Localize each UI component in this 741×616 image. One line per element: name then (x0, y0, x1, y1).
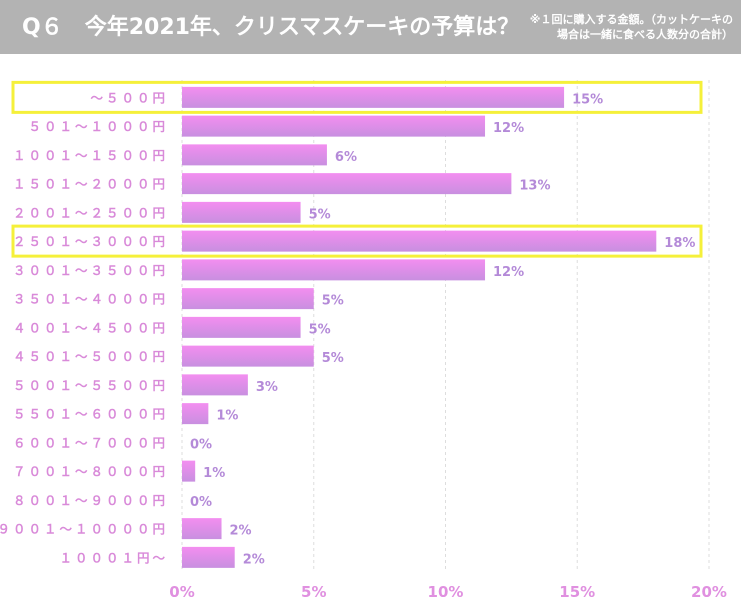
category-label: １００１～１５００円 (13, 148, 168, 163)
chart-note: ※１回に購入する金額。（カットケーキの 場合は一緒に食べる人数分の合計） (503, 12, 733, 42)
highlight-box (11, 224, 703, 258)
header-banner: Q６ 今年2021年、クリスマスケーキの予算は？ ※１回に購入する金額。（カット… (0, 0, 741, 54)
x-tick-label: 0% (169, 583, 194, 601)
bar (182, 374, 248, 396)
highlight-box (11, 80, 703, 114)
x-tick-label: 5% (301, 583, 326, 601)
bar (182, 345, 314, 367)
data-label: 5% (322, 294, 344, 309)
bar (182, 316, 301, 338)
category-label: ３５０１～４０００円 (13, 292, 168, 307)
data-label: 1% (203, 466, 225, 481)
data-label: 18% (664, 236, 695, 251)
category-label: ２５０１～３０００円 (13, 234, 168, 249)
data-label: 0% (190, 495, 212, 510)
bar (182, 259, 486, 281)
bar (182, 546, 235, 568)
data-label: 12% (493, 265, 524, 280)
data-label: 5% (309, 207, 331, 222)
category-label: ６００１～７０００円 (13, 435, 168, 450)
bar (182, 460, 196, 482)
x-tick-label: 15% (559, 583, 595, 601)
category-label: ４５０１～５０００円 (13, 349, 168, 364)
data-label: 12% (493, 121, 524, 136)
note-line-2: 場合は一緒に食べる人数分の合計） (557, 28, 733, 41)
data-label: 6% (335, 150, 357, 165)
chart-title: Q６ 今年2021年、クリスマスケーキの予算は？ (22, 15, 520, 40)
category-label: １０００１円～ (59, 550, 168, 565)
x-tick-label: 20% (691, 583, 727, 601)
category-label: ９００１～１００００円 (0, 522, 168, 537)
data-label: 3% (256, 380, 278, 395)
category-label: ３００１～３５００円 (13, 263, 168, 278)
data-label: 15% (572, 92, 603, 107)
bar (182, 518, 222, 540)
bar (182, 86, 565, 108)
category-label: ～５００円 (90, 90, 168, 105)
bar (182, 173, 512, 195)
bar (182, 230, 657, 252)
x-tick-label: 10% (428, 583, 464, 601)
data-label: 1% (216, 409, 238, 424)
category-label: ２００１～２５００円 (13, 205, 168, 220)
data-label: 5% (322, 351, 344, 366)
data-label: 2% (243, 552, 265, 567)
data-label: 5% (309, 322, 331, 337)
bar (182, 403, 209, 425)
category-label: ４００１～４５００円 (13, 320, 168, 335)
category-label: １５０１～２０００円 (13, 177, 168, 192)
bar (182, 144, 327, 166)
data-label: 0% (190, 437, 212, 452)
category-label: ５００１～５５００円 (13, 378, 168, 393)
data-label: 13% (519, 179, 550, 194)
bar (182, 288, 314, 310)
category-label: ８００１～９０００円 (13, 493, 168, 508)
category-label: ５５０１～６０００円 (13, 407, 168, 422)
category-label: ５０１～１０００円 (28, 119, 168, 134)
category-label: ７００１～８０００円 (13, 464, 168, 479)
bar (182, 115, 486, 137)
data-label: 2% (230, 524, 252, 539)
note-line-1: ※１回に購入する金額。（カットケーキの (529, 13, 733, 26)
bar (182, 201, 301, 223)
